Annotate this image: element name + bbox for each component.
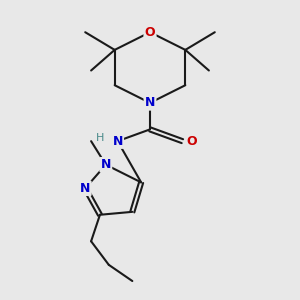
- Text: O: O: [145, 26, 155, 39]
- Text: N: N: [100, 158, 111, 171]
- Text: N: N: [112, 135, 123, 148]
- Text: H: H: [96, 133, 104, 143]
- Text: N: N: [80, 182, 90, 195]
- Text: N: N: [145, 96, 155, 110]
- Text: O: O: [187, 135, 197, 148]
